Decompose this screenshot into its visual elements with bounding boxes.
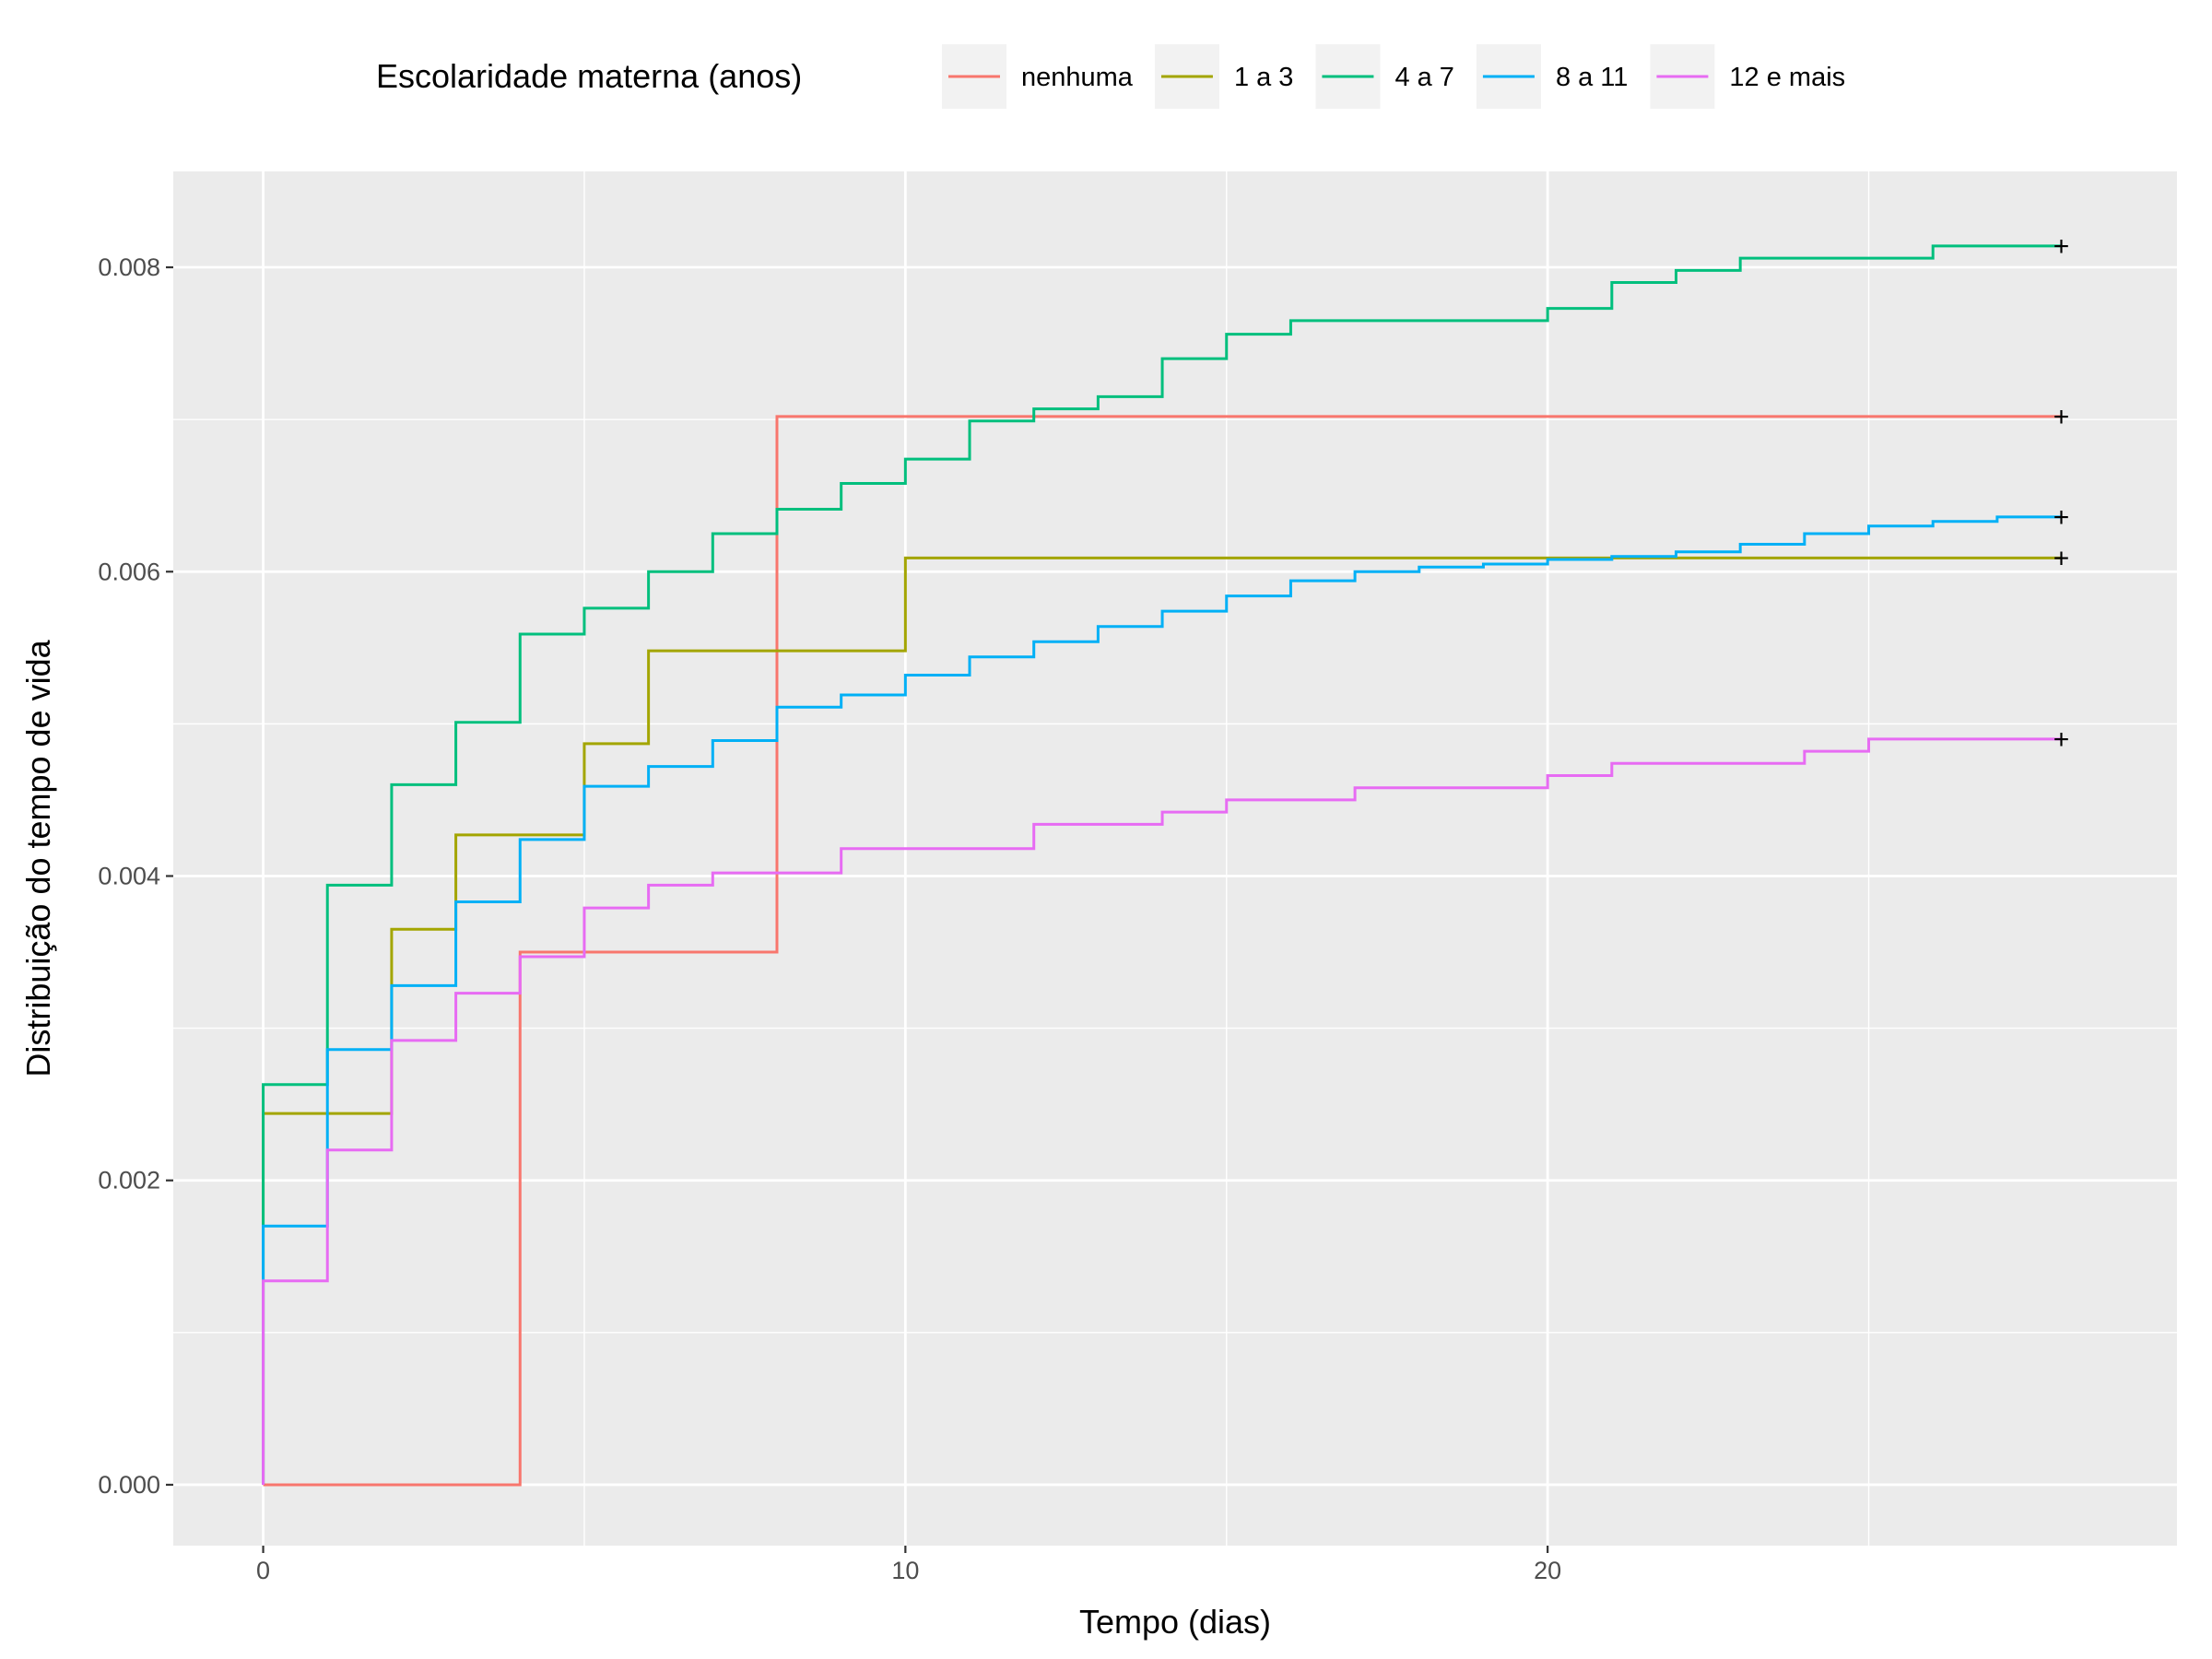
plot-panel — [173, 171, 2177, 1546]
y-axis-title: Distribuição do tempo de vida — [19, 639, 57, 1077]
x-tick-label: 10 — [891, 1557, 919, 1584]
legend-item-0: nenhuma — [942, 44, 1134, 109]
x-tick-label: 0 — [256, 1557, 270, 1584]
censor-marker: + — [2053, 231, 2070, 262]
y-tick-label: 0.002 — [98, 1167, 160, 1194]
legend-label: 12 e mais — [1729, 63, 1845, 92]
censor-marker: + — [2053, 502, 2070, 533]
x-axis: 0 10 20 — [256, 1546, 1561, 1584]
censor-marker: + — [2053, 724, 2070, 755]
series-line-4 — [262, 737, 2062, 1485]
censor-marker: + — [2053, 543, 2070, 573]
grid-minor — [173, 171, 2177, 1546]
censor-markers: + + + + + — [2053, 231, 2070, 755]
legend-label: 8 a 11 — [1556, 63, 1628, 92]
y-tick-label: 0.008 — [98, 253, 160, 281]
legend-label: 1 a 3 — [1234, 63, 1294, 92]
legend-label: nenhuma — [1021, 63, 1134, 92]
series-line-0 — [263, 415, 2062, 1487]
series-line-3 — [262, 515, 2062, 1485]
legend-label: 4 a 7 — [1394, 63, 1454, 92]
legend-title: Escolaridade materna (anos) — [376, 57, 802, 95]
legend-item-4: 12 e mais — [1650, 44, 1845, 109]
series-layer — [262, 244, 2062, 1487]
y-axis: 0.000 0.002 0.004 0.006 0.008 — [98, 253, 173, 1499]
y-tick-label: 0.004 — [98, 862, 160, 889]
y-tick-label: 0.006 — [98, 558, 160, 585]
censor-marker: + — [2053, 402, 2070, 432]
legend-item-2: 4 a 7 — [1315, 44, 1454, 109]
x-tick-label: 20 — [1534, 1557, 1561, 1584]
y-tick-label: 0.000 — [98, 1471, 160, 1499]
x-axis-title: Tempo (dias) — [1079, 1603, 1271, 1641]
series-line-2 — [262, 244, 2062, 1485]
legend-item-1: 1 a 3 — [1154, 44, 1294, 109]
legend-item-3: 8 a 11 — [1476, 44, 1628, 109]
legend: Escolaridade materna (anos) nenhuma 1 a 3… — [376, 44, 1845, 109]
